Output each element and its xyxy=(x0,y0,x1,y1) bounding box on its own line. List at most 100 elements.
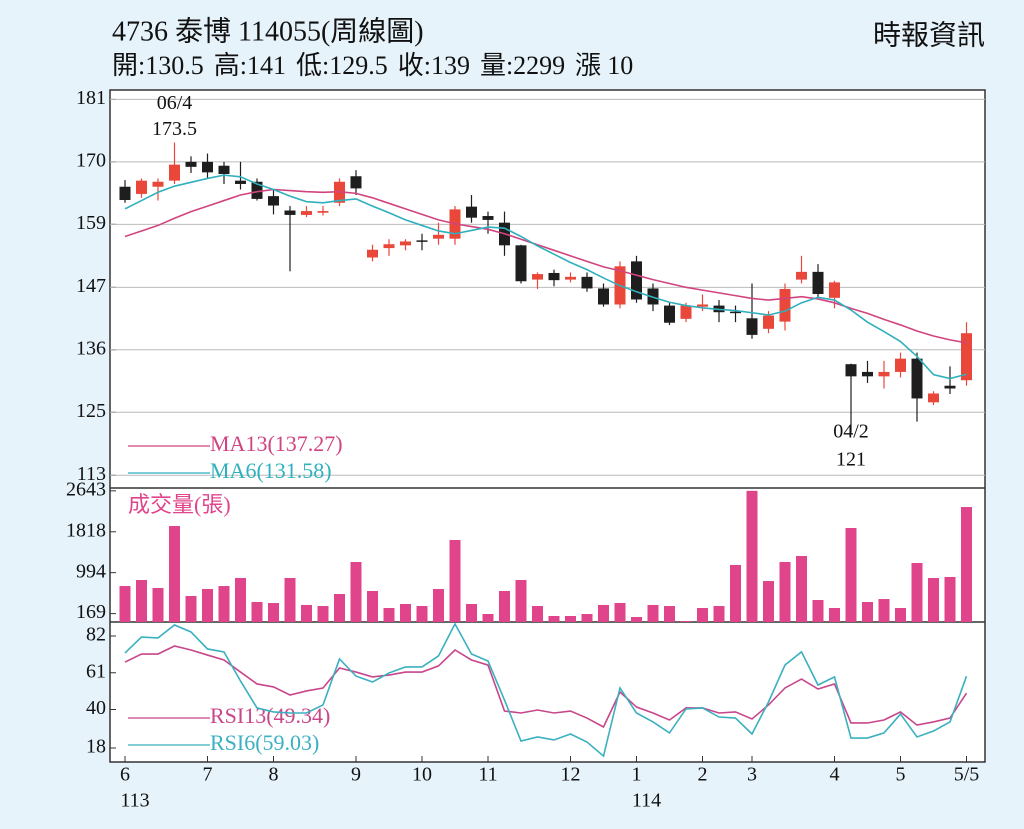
annotation-value: 173.5 xyxy=(152,118,197,140)
volume-bar xyxy=(895,608,906,622)
candle-body xyxy=(482,216,494,220)
volume-bar xyxy=(746,490,758,622)
volume-bar xyxy=(812,600,824,622)
candle-body xyxy=(845,364,857,377)
x-tick-label: 12 xyxy=(561,764,581,786)
volume-bar xyxy=(400,603,411,622)
volume-bar xyxy=(350,561,362,622)
volume-bar xyxy=(829,608,840,622)
volume-bar xyxy=(944,576,956,622)
volume-bar xyxy=(515,580,527,622)
volume-bar xyxy=(334,594,345,622)
candle-body xyxy=(169,164,180,181)
x-tick-label: 2 xyxy=(698,764,708,786)
volume-bar xyxy=(548,615,560,622)
candle-body xyxy=(136,180,147,194)
volume-bar xyxy=(202,588,213,622)
y-tick-label: 2643 xyxy=(66,478,106,500)
volume-bar xyxy=(152,588,164,622)
candle-body xyxy=(152,181,164,187)
series-line xyxy=(124,622,968,758)
volume-bar xyxy=(713,606,725,622)
y-tick-label: 61 xyxy=(86,660,106,682)
candle-body xyxy=(400,241,411,246)
candle-body xyxy=(202,161,213,173)
candle-body xyxy=(581,276,593,289)
volume-bar xyxy=(614,602,626,622)
series-line xyxy=(124,645,968,729)
title: 4736 泰博 114055(周線圖) xyxy=(112,15,424,47)
stat-label: 量: xyxy=(480,51,513,80)
volume-bar xyxy=(317,606,329,622)
y-tick-label: 147 xyxy=(76,275,106,297)
x-year-label: 113 xyxy=(120,790,149,812)
series-line xyxy=(124,174,967,380)
legend-label: RSI13(49.34) xyxy=(210,703,330,728)
y-tick-label: 994 xyxy=(76,560,106,582)
volume-bar xyxy=(119,586,131,622)
candle-body xyxy=(383,244,395,249)
x-tick-label: 7 xyxy=(203,764,213,786)
annotation-value: 121 xyxy=(836,448,866,470)
stat-value: 130.5 xyxy=(145,51,204,80)
y-tick-label: 1818 xyxy=(66,519,106,541)
candle-body xyxy=(763,315,774,329)
volume-bar xyxy=(697,608,708,622)
candle-body xyxy=(367,249,378,258)
series-line xyxy=(124,188,967,344)
volume-bar xyxy=(235,577,246,622)
candle-body xyxy=(416,240,428,242)
volume-bar xyxy=(565,615,576,622)
volume-bar xyxy=(185,595,197,622)
volume-bar xyxy=(499,590,510,622)
volume-bar xyxy=(532,606,543,622)
y-tick-label: 40 xyxy=(86,697,106,719)
volume-bar xyxy=(928,577,939,622)
volume-bar xyxy=(878,599,890,622)
legend-label: RSI6(59.03) xyxy=(210,730,319,755)
volume-bar xyxy=(367,590,378,622)
legend-label: MA13(137.27) xyxy=(210,431,343,456)
y-tick-label: 169 xyxy=(76,601,106,623)
volume-bar xyxy=(796,555,807,622)
candle-body xyxy=(697,304,708,307)
candle-body xyxy=(565,276,576,280)
volume-bar xyxy=(581,614,593,622)
candle-body xyxy=(598,288,609,305)
candle-body xyxy=(185,161,197,167)
candle-body xyxy=(779,289,791,322)
candle-body xyxy=(631,261,642,300)
volume-bar xyxy=(383,608,395,622)
y-tick-label: 159 xyxy=(76,212,106,234)
candle-body xyxy=(796,271,807,280)
volume-bar xyxy=(961,507,972,622)
candle-body xyxy=(317,211,329,213)
y-tick-label: 181 xyxy=(76,87,106,109)
volume-bar xyxy=(598,604,609,622)
candle-body xyxy=(235,180,246,184)
volume-bar xyxy=(680,621,692,622)
candle-body xyxy=(119,186,131,201)
candle-body xyxy=(961,333,972,381)
candle-body xyxy=(895,358,906,372)
source: 時報資訊 xyxy=(873,19,985,51)
stat-label: 收: xyxy=(398,51,431,80)
stat-label: 開: xyxy=(112,51,145,80)
y-tick-label: 125 xyxy=(76,400,106,422)
candle-body xyxy=(515,245,527,282)
volume-bar xyxy=(449,540,461,622)
y-tick-label: 170 xyxy=(76,149,106,171)
candle-body xyxy=(466,206,477,218)
annotation-date: 04/2 xyxy=(833,420,869,442)
x-tick-label: 10 xyxy=(412,764,432,786)
volume-bar xyxy=(763,581,774,622)
volume-bar xyxy=(268,602,279,622)
stat-value: 2299 xyxy=(513,51,565,80)
candle-body xyxy=(268,196,279,206)
x-tick-label: 5/5 xyxy=(954,764,980,786)
candle-body xyxy=(746,318,758,335)
candle-body xyxy=(548,272,560,281)
volume-bar xyxy=(284,577,296,622)
volume-bar xyxy=(251,601,263,622)
candle-body xyxy=(350,176,362,189)
